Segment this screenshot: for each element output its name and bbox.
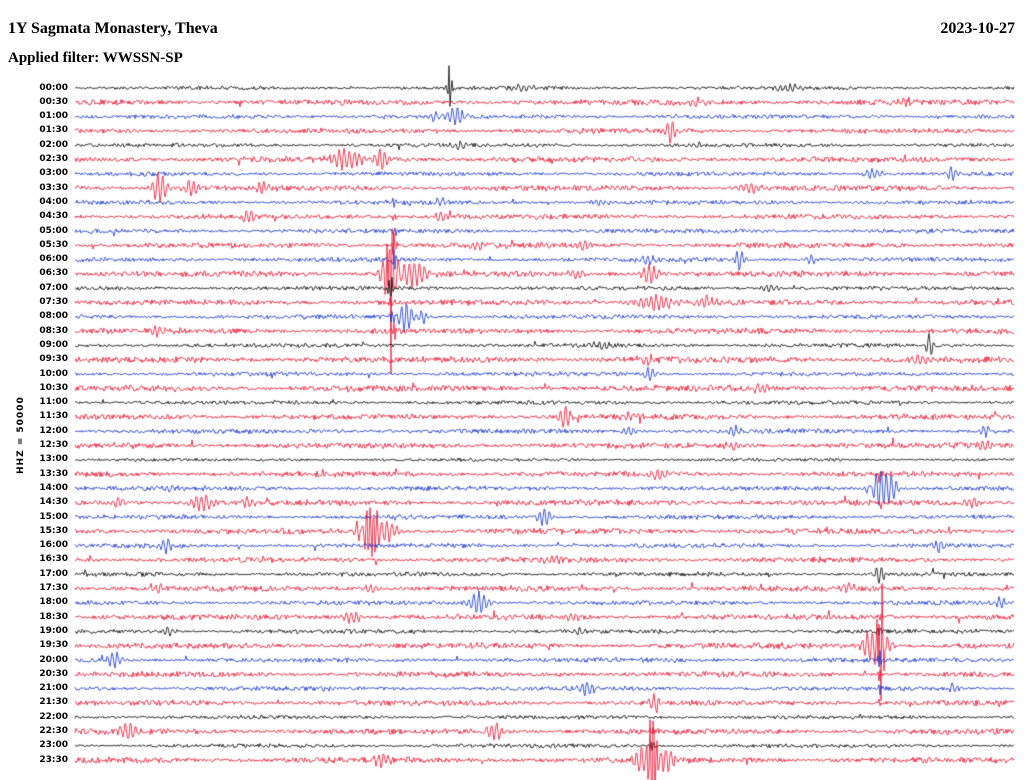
- date-label: 2023-10-27: [940, 20, 1015, 37]
- time-label: 15:00: [39, 511, 68, 522]
- time-label: 13:00: [39, 454, 68, 465]
- time-label: 17:30: [39, 583, 68, 593]
- time-label: 19:30: [39, 640, 68, 651]
- station-title: 1Y Sagmata Monastery, Theva: [8, 20, 218, 37]
- time-label: 14:00: [39, 482, 68, 493]
- time-label: 03:00: [39, 168, 68, 179]
- time-label: 00:00: [39, 82, 68, 93]
- time-label: 09:30: [39, 354, 68, 365]
- time-label: 20:30: [39, 668, 68, 679]
- time-label: 01:00: [39, 111, 68, 122]
- time-label: 10:30: [39, 382, 68, 393]
- time-label: 05:30: [39, 239, 68, 250]
- time-label: 23:00: [39, 740, 68, 751]
- time-label: 14:30: [39, 497, 68, 508]
- time-label: 01:30: [39, 125, 68, 136]
- time-label: 18:30: [39, 611, 68, 622]
- time-label: 16:30: [39, 554, 68, 565]
- time-label: 08:30: [39, 325, 68, 336]
- time-label: 18:00: [39, 597, 68, 608]
- time-label: 12:30: [39, 440, 68, 450]
- time-label: 08:00: [39, 311, 68, 322]
- time-label: 12:00: [39, 425, 68, 436]
- time-label: 10:00: [39, 368, 68, 379]
- time-label: 03:30: [39, 182, 68, 193]
- time-label: 04:00: [39, 196, 68, 207]
- time-label: 07:30: [39, 297, 68, 307]
- time-label: 22:30: [39, 726, 68, 736]
- time-label: 16:00: [39, 540, 68, 551]
- time-label: 19:00: [39, 625, 68, 636]
- time-label: 17:00: [39, 568, 68, 579]
- time-label: 11:00: [39, 397, 68, 408]
- time-label: 06:30: [39, 268, 68, 279]
- time-label: 05:00: [39, 225, 68, 236]
- time-label: 15:30: [39, 525, 68, 536]
- time-label: 22:00: [39, 711, 68, 722]
- time-label: 23:30: [39, 754, 68, 765]
- time-label: 13:30: [39, 468, 68, 479]
- time-label: 02:00: [39, 139, 68, 150]
- time-label: 06:00: [39, 254, 68, 265]
- time-label: 21:00: [39, 683, 68, 694]
- time-label: 09:00: [39, 339, 68, 350]
- time-label: 02:30: [39, 154, 68, 164]
- filter-label: Applied filter: WWSSN-SP: [8, 50, 183, 66]
- time-label: 00:30: [39, 96, 68, 107]
- time-label: 21:30: [39, 697, 68, 708]
- time-label: 07:00: [39, 282, 68, 293]
- time-label: 04:30: [39, 211, 68, 222]
- time-label: 20:00: [39, 654, 68, 665]
- time-label: 11:30: [39, 411, 68, 422]
